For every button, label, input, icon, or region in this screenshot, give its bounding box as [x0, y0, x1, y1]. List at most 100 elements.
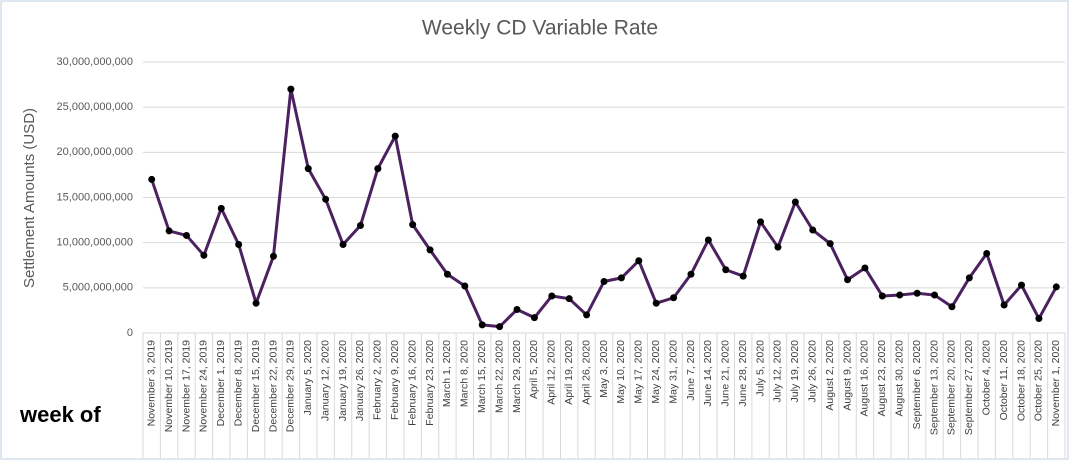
x-tick-label: December 1, 2019: [215, 340, 227, 427]
y-tick-label: 30,000,000,000: [57, 56, 133, 68]
data-point: [791, 198, 799, 206]
x-tick-label: February 2, 2020: [372, 340, 384, 420]
y-tick-label: 0: [127, 327, 133, 339]
data-point: [530, 314, 538, 322]
data-point: [496, 323, 504, 331]
data-point: [548, 292, 556, 300]
data-point: [200, 251, 208, 259]
data-point: [670, 294, 678, 302]
x-tick-label: April 5, 2020: [528, 340, 540, 399]
x-tick-label: March 1, 2020: [441, 340, 453, 407]
data-point: [304, 165, 312, 173]
x-tick-label: December 22, 2019: [267, 340, 279, 432]
y-tick-label: 25,000,000,000: [57, 101, 133, 113]
data-point: [217, 204, 225, 212]
data-point: [513, 306, 521, 314]
y-tick-label: 20,000,000,000: [57, 146, 133, 158]
data-point: [356, 222, 364, 230]
data-point: [704, 236, 712, 244]
data-point: [235, 240, 243, 248]
data-point: [1000, 301, 1008, 309]
x-tick-label: May 10, 2020: [615, 340, 627, 404]
data-point: [617, 274, 625, 282]
x-tick-label: August 30, 2020: [894, 340, 906, 417]
data-point: [687, 270, 695, 278]
data-point: [391, 132, 399, 140]
data-point: [339, 240, 347, 248]
x-tick-label: October 11, 2020: [998, 340, 1010, 421]
x-tick-label: April 19, 2020: [563, 340, 575, 405]
data-point: [739, 272, 747, 280]
x-tick-label: November 24, 2019: [198, 340, 210, 432]
data-point: [652, 299, 660, 307]
x-tick-label: November 17, 2019: [180, 340, 192, 432]
data-point: [809, 226, 817, 234]
x-tick-label: March 8, 2020: [459, 340, 471, 407]
x-tick-label: June 28, 2020: [737, 340, 749, 407]
data-point: [948, 303, 956, 311]
x-tick-label: August 23, 2020: [876, 340, 888, 417]
x-tick-label: July 12, 2020: [772, 340, 784, 403]
data-point: [252, 299, 260, 307]
x-tick-label: September 13, 2020: [928, 340, 940, 435]
x-tick-label: May 24, 2020: [650, 340, 662, 404]
x-tick-label: July 5, 2020: [754, 340, 766, 397]
data-point: [965, 274, 973, 282]
data-point: [913, 289, 921, 297]
x-tick-label: December 29, 2019: [285, 340, 297, 432]
data-point: [826, 240, 834, 248]
data-point: [148, 175, 156, 183]
data-point: [931, 291, 939, 299]
x-tick-label: June 21, 2020: [720, 340, 732, 407]
data-point: [322, 195, 330, 203]
x-tick-label: July 19, 2020: [789, 340, 801, 403]
x-tick-label: May 31, 2020: [667, 340, 679, 404]
x-tick-label: May 3, 2020: [598, 340, 610, 398]
data-point: [1052, 283, 1060, 291]
y-tick-label: 10,000,000,000: [57, 237, 133, 249]
data-point: [443, 270, 451, 278]
x-tick-label: September 20, 2020: [946, 340, 958, 435]
x-tick-label: July 26, 2020: [807, 340, 819, 403]
data-point: [182, 231, 190, 239]
x-tick-label: October 18, 2020: [1015, 340, 1027, 421]
data-point: [426, 246, 434, 254]
data-point: [844, 276, 852, 284]
data-point: [287, 85, 295, 93]
x-tick-label: June 14, 2020: [702, 340, 714, 407]
x-tick-label: June 7, 2020: [685, 340, 697, 401]
data-point: [896, 291, 904, 299]
x-tick-label: August 16, 2020: [859, 340, 871, 417]
data-point: [635, 257, 643, 265]
x-tick-label: December 15, 2019: [250, 340, 262, 432]
x-tick-label: February 9, 2020: [389, 340, 401, 420]
x-tick-label: January 19, 2020: [337, 340, 349, 421]
x-tick-label: March 15, 2020: [476, 340, 488, 413]
x-tick-label: November 10, 2019: [163, 340, 175, 432]
y-tick-label: 5,000,000,000: [63, 282, 133, 294]
x-tick-label: February 16, 2020: [406, 340, 418, 426]
x-tick-label: September 6, 2020: [911, 340, 923, 429]
data-point: [878, 292, 886, 300]
data-point: [1035, 315, 1043, 323]
x-tick-label: January 12, 2020: [319, 340, 331, 421]
x-tick-label: March 29, 2020: [511, 340, 523, 413]
data-point: [478, 321, 486, 329]
y-axis-label: Settlement Amounts (USD): [21, 108, 38, 288]
x-tick-label: November 3, 2019: [145, 340, 157, 427]
data-point: [461, 282, 469, 290]
x-tick-label: November 1, 2020: [1050, 340, 1062, 427]
data-point: [565, 295, 573, 303]
data-point: [583, 311, 591, 319]
x-tick-label: March 22, 2020: [493, 340, 505, 413]
annotation: week of: [19, 402, 101, 427]
x-tick-label: December 8, 2019: [232, 340, 244, 427]
x-tick-label: May 17, 2020: [633, 340, 645, 404]
data-point: [374, 165, 382, 173]
x-tick-label: October 25, 2020: [1033, 340, 1045, 421]
x-tick-label: February 23, 2020: [424, 340, 436, 426]
x-tick-label: October 4, 2020: [980, 340, 992, 415]
data-point: [600, 278, 608, 286]
data-point: [983, 250, 991, 258]
x-tick-label: January 26, 2020: [354, 340, 366, 421]
